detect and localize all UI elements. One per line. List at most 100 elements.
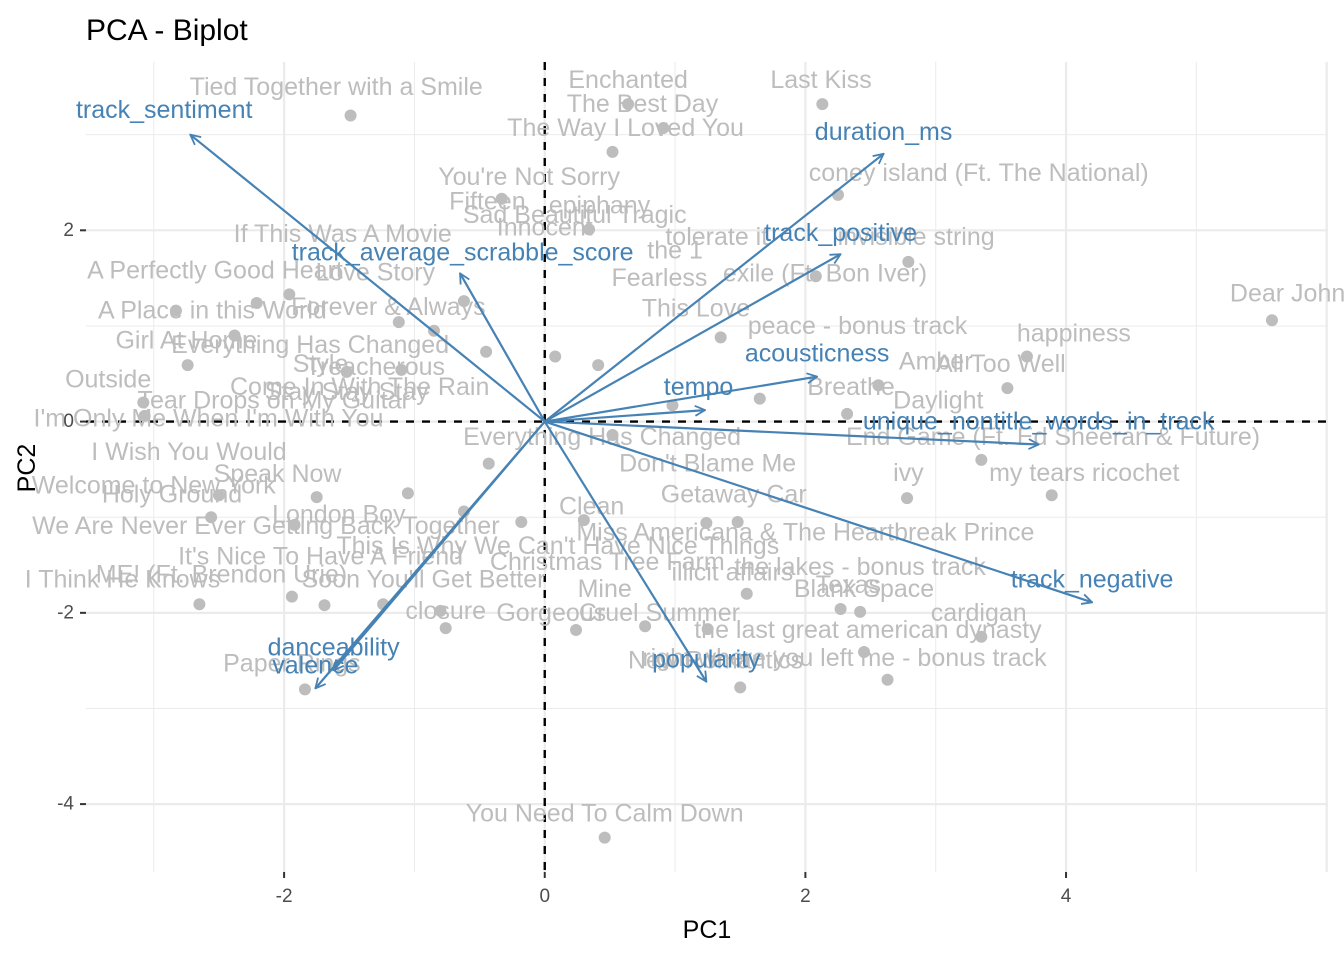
song-label: tolerate it (665, 223, 768, 251)
data-point (700, 516, 713, 529)
data-point (205, 511, 218, 524)
song-label: Mine (578, 575, 632, 603)
song-label: Everything Has Changed (171, 331, 449, 359)
song-label: the lakes - bonus track (734, 553, 986, 581)
data-point (392, 316, 405, 329)
data-point (858, 646, 871, 659)
data-point (169, 304, 182, 317)
data-point (482, 457, 495, 470)
song-label: Blank Space (794, 575, 934, 603)
variable-label: danceability (268, 633, 401, 661)
song-label: This Love (642, 295, 750, 323)
song-label: Dear John (1230, 279, 1344, 307)
variable-label: unique_nontitle_words_in_track (863, 408, 1215, 436)
data-point (495, 192, 508, 205)
x-tick-label: 2 (800, 886, 811, 907)
variable-label: track_positive (764, 219, 917, 247)
data-point (975, 453, 988, 466)
song-label: London Boy (272, 500, 406, 528)
variable-label: track_average_scrabble_score (292, 238, 634, 266)
data-point (666, 399, 679, 412)
song-label: epiphany (549, 191, 651, 219)
variable-arrow (315, 420, 546, 689)
data-point (731, 515, 744, 528)
song-label: invisible string (838, 223, 995, 251)
y-axis-ticks: -4 -2 0 2 (57, 220, 86, 815)
data-point (228, 329, 241, 342)
variable-arrow (544, 420, 1092, 603)
song-label: Gorgeous (496, 599, 606, 627)
data-point (298, 683, 311, 696)
data-point (583, 223, 596, 236)
song-label: peace - bonus track (748, 312, 968, 340)
song-label: Breathe (807, 373, 895, 401)
song-label: Cruel Summer (579, 599, 740, 627)
song-label: the 1 (647, 236, 703, 264)
song-label: Amber (899, 347, 973, 375)
song-label: Welcome to New York (32, 472, 277, 500)
variable-label: duration_ms (815, 118, 953, 146)
song-label: I'm Only Me When I'm With You (34, 405, 384, 433)
song-label: happiness (1017, 320, 1131, 348)
data-point (549, 350, 562, 363)
data-point (657, 121, 670, 134)
data-point (598, 831, 611, 844)
song-label: All Too Well (936, 350, 1066, 378)
song-label: Forever & Always (291, 293, 486, 321)
data-point (1001, 382, 1014, 395)
song-label: A Perfectly Good Heart (87, 256, 343, 284)
song-label: Sad Beautiful Tragic (463, 201, 687, 229)
data-point (310, 491, 323, 504)
data-point (570, 624, 583, 637)
data-point (714, 331, 727, 344)
chart-title: PCA - Biplot (86, 14, 248, 47)
data-point (212, 489, 225, 502)
song-label: Holy Ground (102, 480, 242, 508)
song-label: Texas (816, 571, 881, 599)
data-point (340, 365, 353, 378)
data-point (872, 379, 885, 392)
data-point (734, 681, 747, 694)
variable-arrow (543, 420, 707, 682)
data-point (975, 630, 988, 643)
song-label: Outside (65, 365, 151, 393)
variable-arrow (544, 254, 841, 423)
data-point (622, 98, 635, 111)
data-point (1020, 350, 1033, 363)
song-label: A Place in this World (98, 297, 327, 325)
y-axis-title: PC2 (13, 444, 41, 493)
variable-labels: track_sentiment duration_ms track_average_… (76, 96, 1215, 680)
song-label: You Need To Calm Down (466, 800, 744, 828)
data-point (181, 359, 194, 372)
data-point (841, 407, 854, 420)
song-label: Speak Now (214, 460, 343, 488)
data-point (439, 622, 452, 635)
data-point (809, 270, 822, 283)
data-point (395, 363, 408, 376)
data-point (1265, 314, 1278, 327)
data-point (401, 487, 414, 500)
song-label: my tears ricochet (989, 459, 1179, 487)
variable-arrow (544, 154, 884, 423)
song-label: I Wish You Would (91, 438, 286, 466)
song-label: This Is Why We Can't Have Nice Things (336, 532, 779, 560)
data-point (138, 409, 151, 422)
x-tick-label: 0 (539, 886, 550, 907)
data-point (740, 587, 753, 600)
variable-arrow (190, 135, 546, 423)
variable-label: popularity (652, 646, 761, 674)
data-point (606, 145, 619, 158)
data-point (834, 603, 847, 616)
song-label: right where you left me - bonus track (642, 644, 1047, 672)
data-point (457, 295, 470, 308)
song-label: Fifteen (449, 188, 525, 216)
data-point (137, 396, 150, 409)
x-axis-title: PC1 (683, 916, 732, 944)
data-point (318, 599, 331, 612)
song-label: illicit affairs (672, 559, 794, 587)
variable-label: track_negative (1011, 565, 1174, 593)
variable-arrow (544, 377, 817, 423)
y-tick-label: -2 (57, 602, 74, 623)
x-tick-label: 4 (1061, 886, 1072, 907)
